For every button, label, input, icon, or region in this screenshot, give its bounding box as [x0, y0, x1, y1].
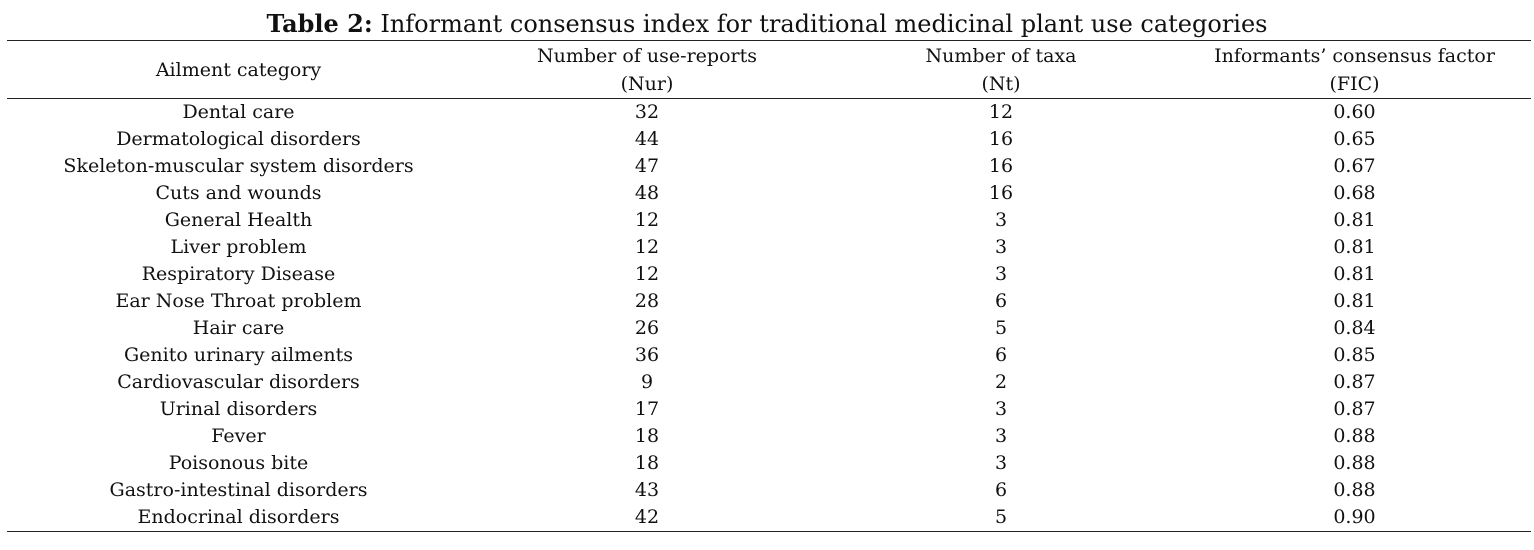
- header-fic: Informants’ consensus factor (FIC): [1214, 45, 1495, 95]
- cell-use-reports: 42: [634, 506, 660, 528]
- cell-taxa: 5: [994, 317, 1008, 339]
- header-ailment-category: Ailment category: [155, 59, 322, 81]
- cell-taxa: 3: [994, 425, 1008, 447]
- table-row: Cuts and wounds 48 16 0.68: [7, 180, 1531, 207]
- cell-taxa: 5: [994, 506, 1008, 528]
- cell-fic: 0.67: [1333, 155, 1376, 177]
- cell-fic: 0.90: [1333, 506, 1376, 528]
- cell-taxa: 6: [994, 290, 1008, 312]
- cell-taxa: 16: [988, 128, 1014, 150]
- cell-fic: 0.68: [1333, 182, 1376, 204]
- cell-use-reports: 26: [634, 317, 660, 339]
- cell-use-reports: 17: [634, 398, 660, 420]
- cell-fic: 0.85: [1333, 344, 1376, 366]
- table-header-row: Ailment category Number of use-reports (…: [7, 40, 1531, 99]
- cell-use-reports: 43: [634, 479, 660, 501]
- cell-ailment-category: Endocrinal disorders: [137, 506, 340, 528]
- table-row: Liver problem 12 3 0.81: [7, 234, 1531, 261]
- cell-ailment-category: General Health: [164, 209, 313, 231]
- cell-taxa: 6: [994, 344, 1008, 366]
- table-row: Respiratory Disease 12 3 0.81: [7, 261, 1531, 288]
- cell-ailment-category: Skeleton-muscular system disorders: [63, 155, 414, 177]
- cell-ailment-category: Cuts and wounds: [155, 182, 322, 204]
- table-row: Endocrinal disorders 42 5 0.90: [7, 504, 1531, 532]
- cell-use-reports: 44: [634, 128, 660, 150]
- cell-use-reports: 28: [634, 290, 660, 312]
- cell-use-reports: 12: [634, 263, 660, 285]
- cell-fic: 0.81: [1333, 209, 1376, 231]
- table-row: Dermatological disorders 44 16 0.65: [7, 126, 1531, 153]
- ailment-table: Ailment category Number of use-reports (…: [7, 40, 1531, 532]
- table-row: General Health 12 3 0.81: [7, 207, 1531, 234]
- cell-ailment-category: Fever: [211, 425, 266, 447]
- cell-fic: 0.81: [1333, 263, 1376, 285]
- cell-fic: 0.81: [1333, 290, 1376, 312]
- cell-fic: 0.84: [1333, 317, 1376, 339]
- cell-ailment-category: Dental care: [182, 101, 295, 123]
- cell-taxa: 3: [994, 209, 1008, 231]
- cell-use-reports: 48: [634, 182, 660, 204]
- table-row: Genito urinary ailments 36 6 0.85: [7, 342, 1531, 369]
- cell-ailment-category: Hair care: [192, 317, 285, 339]
- cell-taxa: 3: [994, 263, 1008, 285]
- table-caption-label: Table 2:: [266, 9, 373, 38]
- cell-ailment-category: Gastro-intestinal disorders: [109, 479, 368, 501]
- table-row: Urinal disorders 17 3 0.87: [7, 396, 1531, 423]
- table-caption-text: Informant consensus index for traditiona…: [372, 10, 1268, 38]
- cell-ailment-category: Dermatological disorders: [116, 128, 361, 150]
- cell-ailment-category: Urinal disorders: [159, 398, 318, 420]
- cell-use-reports: 32: [634, 101, 660, 123]
- cell-use-reports: 12: [634, 236, 660, 258]
- cell-fic: 0.88: [1333, 452, 1376, 474]
- cell-fic: 0.60: [1333, 101, 1376, 123]
- table-row: Gastro-intestinal disorders 43 6 0.88: [7, 477, 1531, 504]
- table-row: Cardiovascular disorders 9 2 0.87: [7, 369, 1531, 396]
- cell-use-reports: 12: [634, 209, 660, 231]
- cell-fic: 0.81: [1333, 236, 1376, 258]
- table-row: Poisonous bite 18 3 0.88: [7, 450, 1531, 477]
- cell-taxa: 16: [988, 155, 1014, 177]
- cell-use-reports: 9: [640, 371, 654, 393]
- cell-taxa: 3: [994, 452, 1008, 474]
- cell-ailment-category: Cardiovascular disorders: [117, 371, 360, 393]
- table-caption: Table 2: Informant consensus index for t…: [0, 9, 1534, 39]
- table-row: Skeleton-muscular system disorders 47 16 0.…: [7, 153, 1531, 180]
- cell-use-reports: 47: [634, 155, 660, 177]
- table-body: Dental care 32 12 0.60 Dermatological disord…: [7, 99, 1531, 532]
- table-row: Fever 18 3 0.88: [7, 423, 1531, 450]
- table-row: Dental care 32 12 0.60: [7, 99, 1531, 127]
- cell-taxa: 2: [994, 371, 1008, 393]
- cell-fic: 0.87: [1333, 398, 1376, 420]
- table-header: Ailment category Number of use-reports (…: [7, 40, 1531, 99]
- cell-use-reports: 36: [634, 344, 660, 366]
- cell-ailment-category: Genito urinary ailments: [123, 344, 354, 366]
- cell-taxa: 16: [988, 182, 1014, 204]
- cell-fic: 0.88: [1333, 479, 1376, 501]
- cell-taxa: 6: [994, 479, 1008, 501]
- cell-fic: 0.87: [1333, 371, 1376, 393]
- cell-ailment-category: Respiratory Disease: [141, 263, 336, 285]
- cell-fic: 0.65: [1333, 128, 1376, 150]
- table-row: Hair care 26 5 0.84: [7, 315, 1531, 342]
- cell-taxa: 12: [988, 101, 1014, 123]
- cell-taxa: 3: [994, 398, 1008, 420]
- cell-fic: 0.88: [1333, 425, 1376, 447]
- cell-use-reports: 18: [634, 425, 660, 447]
- header-use-reports: Number of use-reports (Nur): [537, 45, 757, 95]
- table-row: Ear Nose Throat problem 28 6 0.81: [7, 288, 1531, 315]
- cell-ailment-category: Liver problem: [170, 236, 307, 258]
- header-taxa: Number of taxa (Nt): [925, 45, 1077, 95]
- cell-use-reports: 18: [634, 452, 660, 474]
- cell-ailment-category: Poisonous bite: [168, 452, 309, 474]
- cell-taxa: 3: [994, 236, 1008, 258]
- cell-ailment-category: Ear Nose Throat problem: [115, 290, 362, 312]
